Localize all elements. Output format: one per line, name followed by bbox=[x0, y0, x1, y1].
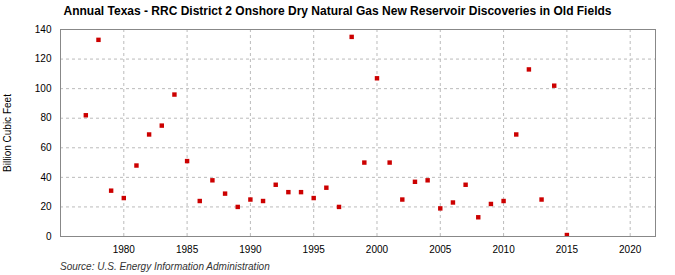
svg-text:80: 80 bbox=[40, 112, 52, 123]
svg-text:0: 0 bbox=[46, 231, 52, 242]
svg-text:140: 140 bbox=[35, 24, 52, 35]
svg-text:2015: 2015 bbox=[556, 244, 579, 255]
html-text:Annual Texas - RRC District 2: Annual Texas - RRC District 2 Onshore Dr… bbox=[63, 4, 612, 18]
svg-text:2000: 2000 bbox=[366, 244, 389, 255]
svg-text:Billion Cubic Feet: Billion Cubic Feet bbox=[2, 94, 13, 172]
svg-text:100: 100 bbox=[35, 83, 52, 94]
svg-text:60: 60 bbox=[40, 142, 52, 153]
svg-text:1995: 1995 bbox=[303, 244, 326, 255]
svg-text:1990: 1990 bbox=[239, 244, 262, 255]
svg-text:120: 120 bbox=[35, 53, 52, 64]
svg-text:2020: 2020 bbox=[619, 244, 642, 255]
svg-text:40: 40 bbox=[40, 172, 52, 183]
svg-text:1985: 1985 bbox=[176, 244, 199, 255]
html-text:Source: U.S. Energy Informatio: Source: U.S. Energy Information Administ… bbox=[60, 261, 270, 272]
svg-text:2005: 2005 bbox=[429, 244, 452, 255]
svg-text:2010: 2010 bbox=[492, 244, 515, 255]
svg-text:20: 20 bbox=[40, 201, 52, 212]
svg-text:1980: 1980 bbox=[113, 244, 136, 255]
